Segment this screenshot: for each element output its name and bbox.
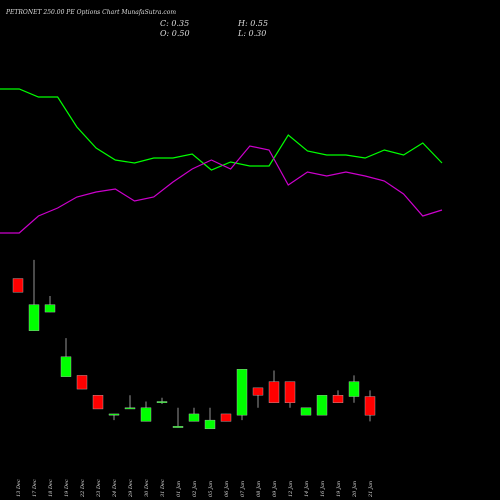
candle-body xyxy=(348,381,360,397)
candle-body xyxy=(76,375,88,390)
candle-body xyxy=(124,407,136,410)
indicator-line xyxy=(0,88,443,171)
candle-body xyxy=(332,395,344,403)
candle-body xyxy=(252,387,264,396)
candle-body xyxy=(92,395,104,410)
candle-body xyxy=(140,407,152,422)
x-tick-label: 02 Jan xyxy=(192,481,198,497)
high-label: H: 0.55 xyxy=(237,19,268,28)
x-tick-label: 19 Dec xyxy=(64,479,70,497)
candle-body xyxy=(284,381,296,403)
chart-title: PETRONET 250.00 PE Options Chart MunafaS… xyxy=(5,9,176,16)
candle-body xyxy=(12,278,24,293)
x-tick-label: 23 Dec xyxy=(96,479,102,498)
x-tick-label: 12 Jan xyxy=(288,481,294,497)
x-tick-label: 18 Dec xyxy=(48,479,54,497)
close-label: C: 0.35 xyxy=(160,19,189,28)
x-tick-label: 20 Jan xyxy=(352,481,358,498)
candle-body xyxy=(364,396,376,416)
x-tick-label: 19 Jan xyxy=(336,481,342,497)
candle-body xyxy=(172,426,184,428)
x-tick-label: 13 Dec xyxy=(16,479,22,497)
candle-body xyxy=(204,419,216,430)
x-tick-label: 09 Jan xyxy=(272,481,278,497)
x-tick-label: 24 Dec xyxy=(112,479,118,498)
x-tick-label: 05 Jan xyxy=(208,481,214,497)
candle-body xyxy=(188,413,200,422)
candle-body xyxy=(316,395,328,416)
x-tick-label: 08 Jan xyxy=(256,481,262,497)
low-label: L: 0.30 xyxy=(237,29,266,38)
x-tick-label: 30 Dec xyxy=(144,479,150,497)
x-tick-label: 06 Jan xyxy=(224,481,230,497)
candle-body xyxy=(268,381,280,403)
indicator-line xyxy=(0,145,443,234)
x-tick-label: 17 Dec xyxy=(32,479,38,497)
candle-body xyxy=(28,304,40,331)
x-tick-label: 22 Dec xyxy=(80,479,86,498)
x-tick-label: 21 Jan xyxy=(368,481,374,498)
candle-body xyxy=(44,304,56,313)
open-label: O: 0.50 xyxy=(160,29,190,38)
candle-body xyxy=(156,401,168,403)
x-tick-label: 07 Jan xyxy=(240,481,246,497)
x-tick-label: 16 Jan xyxy=(320,481,326,497)
candle-body xyxy=(236,369,248,416)
x-tick-label: 14 Jan xyxy=(304,481,310,497)
candle-body xyxy=(60,356,72,377)
x-tick-label: 01 Jan xyxy=(176,481,182,497)
candle-body xyxy=(220,413,232,422)
candle-body xyxy=(108,413,120,416)
x-tick-label: 29 Dec xyxy=(128,479,134,498)
x-tick-label: 31 Dec xyxy=(160,479,166,497)
candle-body xyxy=(300,407,312,416)
